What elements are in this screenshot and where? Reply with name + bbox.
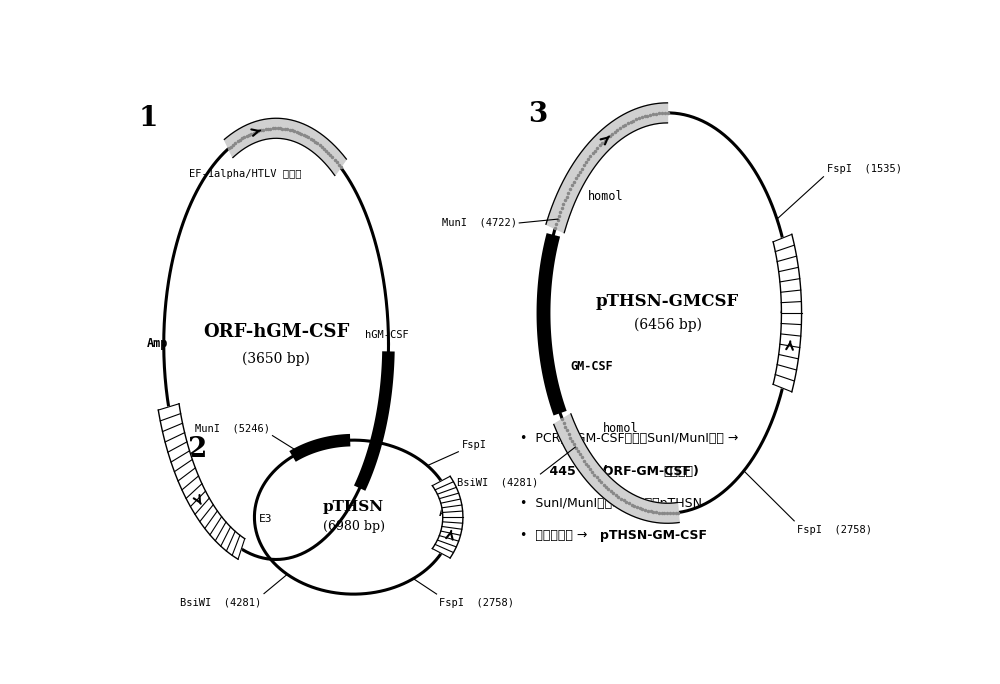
Text: pORF-GM-CSF: pORF-GM-CSF (594, 464, 691, 477)
Polygon shape (158, 404, 245, 560)
Polygon shape (432, 476, 463, 558)
Text: FspI  (2758): FspI (2758) (797, 525, 872, 535)
Text: ORF-hGM-CSF: ORF-hGM-CSF (203, 324, 349, 341)
Text: •  SunI/MunI消化PCR产物和pTHSN: • SunI/MunI消化PCR产物和pTHSN (520, 497, 702, 510)
Text: pTHSN: pTHSN (323, 500, 384, 514)
Text: BsiWI  (4281): BsiWI (4281) (180, 597, 262, 607)
Text: FspI  (1535): FspI (1535) (827, 164, 902, 174)
Text: Amp: Amp (780, 303, 801, 316)
Text: 2: 2 (187, 436, 206, 463)
Text: homol: homol (588, 189, 623, 202)
Text: 3: 3 (528, 101, 547, 129)
Text: •  PCR出hGM-CSF，产生SunI/MunI位点 →: • PCR出hGM-CSF，产生SunI/MunI位点 → (520, 432, 739, 445)
Text: hGM-CSF: hGM-CSF (365, 330, 409, 340)
Text: MunI  (4722): MunI (4722) (442, 218, 517, 228)
Text: pTHSN-GMCSF: pTHSN-GMCSF (596, 293, 739, 310)
Polygon shape (546, 103, 668, 233)
Text: GM-CSF: GM-CSF (571, 360, 613, 373)
Text: Amp: Amp (439, 508, 459, 518)
Text: (3650 bp): (3650 bp) (242, 352, 310, 367)
Text: 1: 1 (139, 105, 158, 132)
Text: EF-1alpha/HTLV 启动子: EF-1alpha/HTLV 启动子 (189, 170, 301, 179)
Text: MunI  (5246): MunI (5246) (195, 423, 270, 433)
Text: 445 bp (: 445 bp ( (532, 464, 608, 477)
Text: •  粘末端连接 →: • 粘末端连接 → (520, 529, 592, 542)
Polygon shape (554, 414, 679, 523)
Text: (6456 bp): (6456 bp) (634, 317, 702, 332)
Text: E3: E3 (259, 514, 272, 525)
Text: BsiWI  (4281): BsiWI (4281) (457, 478, 538, 488)
Polygon shape (773, 235, 802, 392)
Text: pTHSN-GM-CSF: pTHSN-GM-CSF (600, 529, 707, 542)
Text: 作为模板): 作为模板) (664, 464, 700, 477)
Text: FspI: FspI (461, 440, 486, 450)
Polygon shape (224, 118, 346, 176)
Text: homol: homol (603, 422, 639, 435)
Text: (6980 bp): (6980 bp) (323, 520, 385, 533)
Text: FspI  (2758): FspI (2758) (439, 598, 514, 608)
Text: Amp: Amp (147, 337, 168, 350)
